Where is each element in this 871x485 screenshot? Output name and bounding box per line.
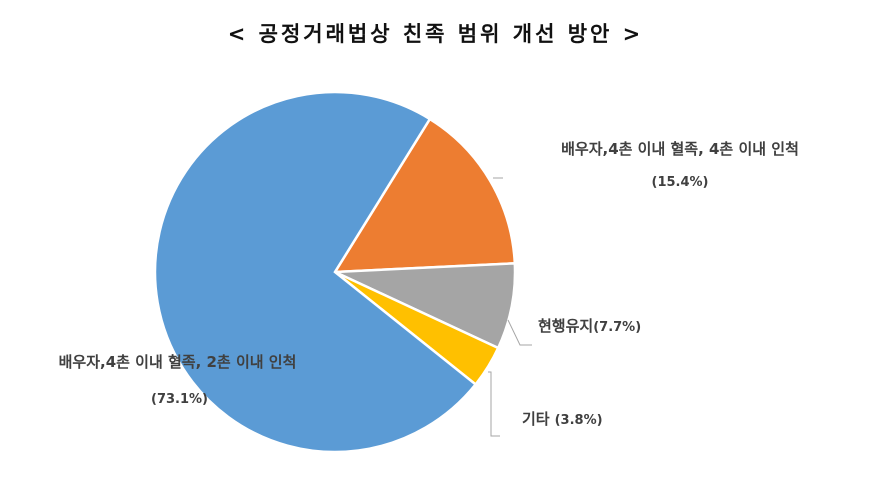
leader-line bbox=[507, 319, 532, 346]
category-label: 배우자,4촌 이내 혈족, 4촌 이내 인척 bbox=[561, 140, 799, 158]
value-label: (3.8%) bbox=[554, 413, 603, 428]
pie-slice bbox=[153, 90, 478, 454]
value-label: (73.1%) bbox=[151, 392, 208, 407]
pie-slice bbox=[332, 117, 517, 274]
category-label: 기타 bbox=[522, 410, 550, 428]
data-label: 기타 (3.8%) bbox=[522, 409, 682, 431]
value-label: (15.4%) bbox=[651, 175, 709, 190]
category-label: 현행유지 bbox=[538, 317, 594, 335]
leader-line bbox=[488, 371, 500, 437]
chart-title: < 공정거래법상 친족 범위 개선 방안 > bbox=[227, 22, 644, 46]
value-label: (7.7%) bbox=[593, 320, 642, 335]
data-label: 현행유지(7.7%) bbox=[538, 316, 718, 338]
category-label: 배우자,4촌 이내 혈족, 2촌 이내 인척 bbox=[58, 353, 297, 371]
data-label: 배우자,4촌 이내 혈족, 2촌 이내 인척 (73.1%) bbox=[50, 344, 305, 418]
data-label: 배우자,4촌 이내 혈족, 4촌 이내 인척 (15.4%) bbox=[500, 132, 860, 200]
